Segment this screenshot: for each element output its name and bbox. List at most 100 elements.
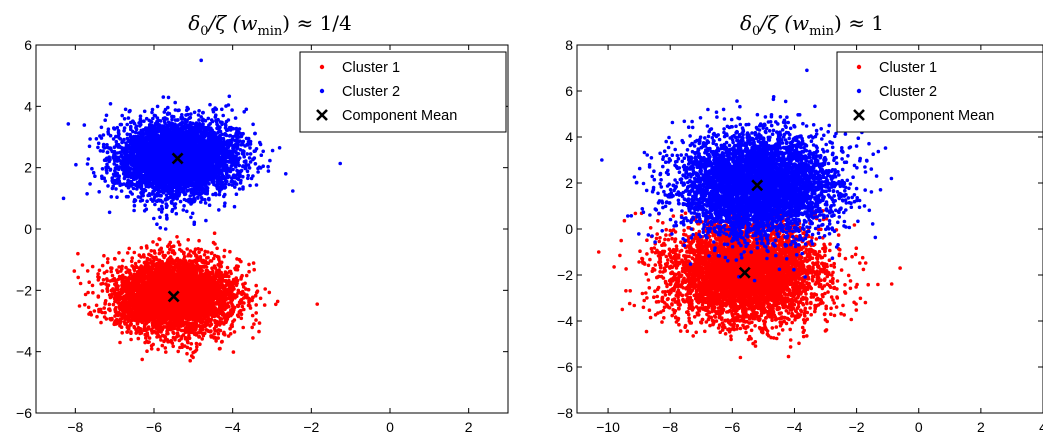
scatter-point [159,293,163,298]
scatter-point [181,260,186,265]
scatter-point [210,297,214,301]
scatter-point [103,310,107,315]
scatter-point [90,283,95,288]
scatter-point [149,300,153,304]
scatter-point [137,290,142,294]
scatter-point [134,282,138,286]
scatter-point [246,303,251,308]
scatter-point [186,286,190,291]
scatter-point [139,268,143,272]
scatter-point [151,279,156,283]
scatter-point [105,287,109,291]
scatter-point [230,289,234,294]
scatter-point [207,270,212,275]
scatter-point [198,330,203,334]
scatter-point [126,296,130,300]
scatter-point [157,320,161,325]
scatter-point [149,347,154,351]
scatter-point [191,266,196,271]
scatter-point [137,284,142,289]
scatter-point [87,280,91,285]
scatter-point [182,274,187,279]
scatter-point [137,259,141,264]
scatter-point [131,294,136,299]
scatter-point [236,264,240,269]
scatter-point [83,302,87,307]
scatter-point [223,319,227,324]
scatter-point [136,336,141,341]
scatter-point [77,304,82,308]
scatter-point [126,302,130,307]
scatter-point [111,278,115,283]
scatter-point [218,274,223,278]
scatter-point [202,289,207,293]
scatter-point [113,322,118,326]
scatter-point [111,302,116,307]
scatter-point [140,320,144,325]
scatter-point [250,313,255,318]
scatter-point [88,310,93,315]
scatter-point [246,287,251,292]
scatter-point [210,266,214,271]
scatter-point [123,316,128,321]
scatter-point [119,325,124,330]
scatter-point [172,306,176,311]
scatter-point [214,281,218,285]
scatter-point [149,306,153,311]
scatter-point [126,290,131,295]
scatter-point [86,290,90,295]
scatter-point [117,251,121,255]
scatter-point [163,289,167,294]
scatter-point [125,324,130,328]
scatter-point [130,256,134,260]
scatter-point [252,267,256,272]
scatter-point [177,242,182,247]
scatter-point [185,262,190,267]
scatter-point [188,358,192,363]
scatter-point [177,338,182,343]
scatter-point [212,304,216,308]
scatter-point [176,349,180,354]
scatter-point [188,347,193,351]
scatter-point [180,280,185,284]
scatter-point [275,299,280,304]
scatter-point [185,351,189,356]
scatter-point [97,307,101,312]
scatter-point [100,281,105,286]
scatter-point [194,319,199,324]
scatter-point [164,267,169,272]
scatter-point [135,320,140,324]
scatter-point [190,262,194,267]
scatter-point [200,337,204,341]
scatter-point [175,235,179,239]
scatter-point [216,328,221,332]
scatter-point [231,277,236,282]
scatter-point [173,337,177,342]
scatter-point [134,331,138,335]
scatter-point [225,265,230,270]
scatter-point [198,265,203,270]
scatter-point [113,319,118,323]
scatter-point [125,251,130,255]
scatter-point [138,331,142,336]
scatter-point [217,287,222,291]
scatter-point [201,317,205,322]
scatter-point [197,292,201,297]
scatter-point [187,280,192,285]
scatter-point [118,301,122,306]
scatter-point [159,266,163,270]
scatter-point [224,292,229,296]
scatter-point [212,332,216,336]
scatter-point [113,299,117,304]
scatter-point [117,304,121,309]
scatter-point [239,277,243,281]
scatter-point [144,295,149,299]
scatter-point [230,294,234,299]
scatter-point [228,326,232,331]
scatter-point [202,253,207,257]
scatter-point [192,250,197,254]
scatter-point [163,310,168,314]
scatter-point [159,246,163,251]
scatter-point [206,255,210,260]
